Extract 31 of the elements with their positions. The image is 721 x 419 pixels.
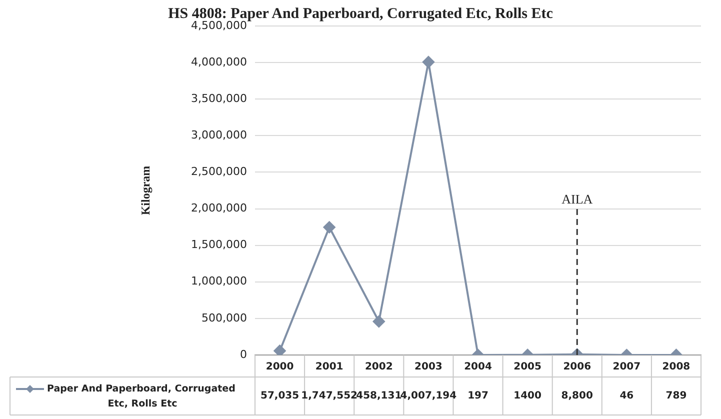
data-label: 789 (666, 390, 687, 402)
x-tick-label: 2006 (563, 362, 592, 373)
y-tick-label: 0 (240, 348, 247, 361)
data-label: 1,747,552 (301, 390, 358, 402)
data-label: 458,131 (356, 390, 402, 402)
legend-label: Paper And Paperboard, Corrugated Etc, Rolls Etc (47, 383, 236, 410)
y-tick-label: 3,000,000 (191, 128, 247, 142)
data-label: 46 (620, 390, 634, 402)
y-tick-label: 4,000,000 (191, 55, 247, 68)
x-tick-label: 2007 (612, 362, 641, 373)
x-tick-label: 2000 (266, 362, 294, 373)
y-tick-label: 3,500,000 (191, 92, 247, 105)
x-tick-label: 2008 (662, 362, 690, 373)
data-label: 8,800 (561, 390, 593, 402)
x-tick-label: 2004 (464, 362, 492, 373)
data-label: 57,035 (260, 390, 300, 402)
x-tick-label: 2001 (315, 362, 344, 373)
data-label: 4,007,194 (400, 390, 457, 402)
y-axis-title: Kilogram (138, 166, 152, 216)
y-tick-label: 500,000 (202, 311, 247, 324)
point (422, 56, 434, 68)
x-tick-label: 2002 (364, 362, 393, 373)
y-tick-label: 1,500,000 (191, 238, 247, 252)
data-label: 197 (468, 390, 488, 402)
x-tick-label: 2003 (414, 362, 442, 373)
x-tick-label: 2005 (514, 362, 542, 373)
y-tick-label: 2,500,000 (191, 165, 247, 178)
ref-line-label: AILA (562, 192, 594, 207)
y-tick-label: 2,000,000 (191, 202, 247, 215)
y-tick-label: 1,000,000 (191, 274, 247, 288)
data-label: 1400 (514, 390, 542, 402)
